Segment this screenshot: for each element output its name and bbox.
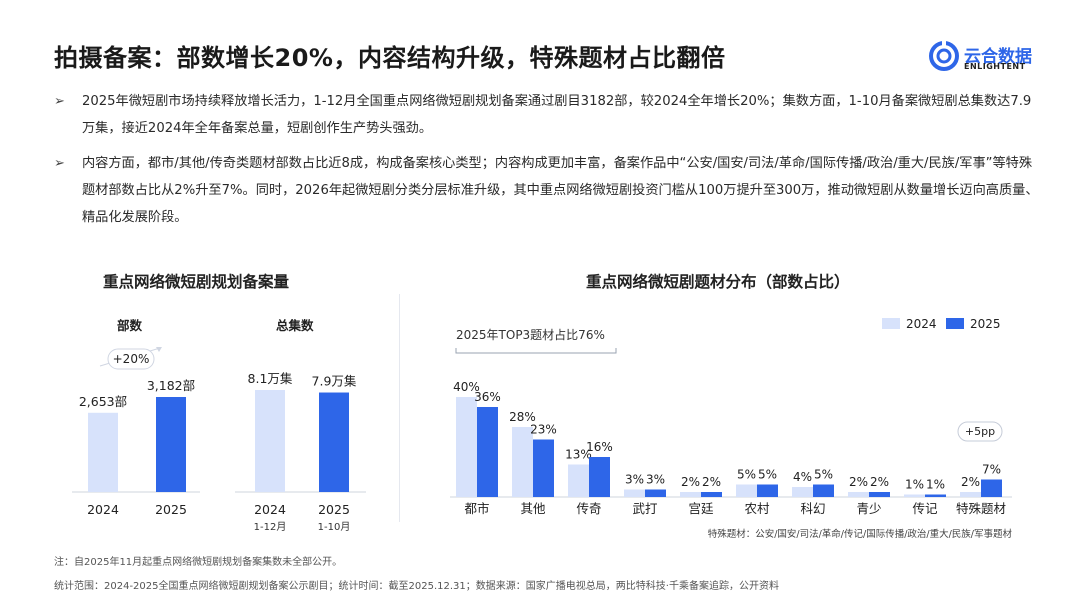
bar-count-2025 — [156, 397, 186, 492]
tick-label: 特殊题材 — [956, 501, 1006, 516]
data-label: 1% — [926, 478, 945, 492]
bar-青少-2024 — [848, 492, 869, 497]
bullet-arrow-icon: ➢ — [54, 94, 65, 109]
bar-episodes-2025 — [319, 392, 349, 492]
tick-label: 青少 — [856, 501, 881, 516]
logo: 云合数据 ENLIGHTENT — [928, 40, 1048, 76]
tick-label: 科幻 — [800, 501, 825, 516]
special-note: 特殊题材：公安/国安/司法/革命/传记/国际传播/政治/重大/民族/军事题材 — [708, 528, 1013, 540]
bar-都市-2024 — [456, 397, 477, 497]
data-label: 2% — [702, 475, 721, 489]
data-label: 40% — [453, 380, 480, 394]
tick-label: 都市 — [464, 501, 489, 516]
data-label: 8.1万集 — [248, 371, 293, 386]
bar-传记-2024 — [904, 494, 925, 497]
data-label: 23% — [530, 423, 557, 437]
data-label: 2% — [870, 475, 889, 489]
bullet-arrow-icon: ➢ — [54, 156, 65, 171]
tick-label: 2025 — [155, 502, 187, 517]
data-label: 4% — [793, 470, 812, 484]
bar-农村-2025 — [757, 484, 778, 497]
bar-都市-2025 — [477, 407, 498, 497]
bar-传记-2025 — [925, 494, 946, 497]
tick-sublabel: 1-12月 — [254, 521, 287, 533]
bullet-text: 2025年微短剧市场持续释放增长活力，1-12月全国重点网络微短剧规划备案通过剧… — [82, 94, 1032, 136]
tick-label: 传记 — [912, 501, 938, 516]
legend-label-2025: 2025 — [970, 317, 1001, 331]
legend-label-2024: 2024 — [906, 317, 937, 331]
source-note: 统计范围：2024-2025全国重点网络微短剧规划备案公示剧目；统计时间：截至2… — [54, 581, 779, 592]
bar-武打-2024 — [624, 489, 645, 497]
data-label: 1% — [905, 478, 924, 492]
data-label: 3% — [625, 473, 644, 487]
bar-特殊题材-2024 — [960, 492, 981, 497]
bullet-1: ➢ 2025年微短剧市场持续释放增长活力，1-12月全国重点网络微短剧规划备案通… — [54, 88, 1044, 142]
bar-宫廷-2025 — [701, 492, 722, 497]
bar-其他-2025 — [533, 439, 554, 497]
data-label: 16% — [586, 440, 613, 454]
tick-label: 传奇 — [576, 501, 601, 516]
sub-title-episodes: 总集数 — [276, 318, 314, 333]
left-chart-title: 重点网络微短剧规划备案量 — [103, 273, 290, 291]
top3-bracket — [455, 348, 617, 354]
tick-label: 农村 — [744, 501, 770, 516]
tick-label: 2025 — [318, 502, 350, 517]
data-label: 7.9万集 — [312, 374, 357, 389]
bar-宫廷-2024 — [680, 492, 701, 497]
logo-subtext: ENLIGHTENT — [964, 62, 1026, 71]
bar-科幻-2025 — [813, 484, 834, 497]
tick-label: 武打 — [632, 501, 657, 516]
growth-label: +20% — [113, 352, 150, 366]
bar-特殊题材-2025 — [981, 479, 1002, 497]
bar-其他-2024 — [512, 427, 533, 497]
bullet-text: 内容方面，都市/其他/传奇类题材部数占比近8成，构成备案核心类型；内容构成更加丰… — [82, 156, 1039, 225]
data-label: 13% — [565, 448, 592, 462]
panel-divider — [399, 294, 400, 522]
bar-武打-2025 — [645, 489, 666, 497]
pp-pill — [957, 421, 1003, 442]
top3-label: 2025年TOP3题材占比76% — [456, 327, 605, 342]
growth-pill — [107, 348, 155, 370]
sub-title-count: 部数 — [117, 318, 143, 333]
data-label: 2,653部 — [79, 394, 127, 409]
data-label: 2% — [961, 475, 980, 489]
bar-episodes-2024 — [255, 390, 285, 492]
data-label: 36% — [474, 390, 501, 404]
bullet-2: ➢ 内容方面，都市/其他/传奇类题材部数占比近8成，构成备案核心类型；内容构成更… — [54, 150, 1044, 231]
bar-青少-2025 — [869, 492, 890, 497]
data-label: 5% — [814, 468, 833, 482]
tick-label: 2024 — [87, 502, 119, 517]
logo-icon — [929, 40, 959, 71]
footnote: 注：自2025年11月起重点网络微短剧规划备案集数未全部公开。 — [54, 557, 343, 568]
bar-传奇-2024 — [568, 464, 589, 497]
data-label: 3% — [646, 473, 665, 487]
data-label: 2% — [681, 475, 700, 489]
data-label: 7% — [982, 463, 1001, 477]
logo-text: 云合数据 — [964, 47, 1032, 67]
bar-农村-2024 — [736, 484, 757, 497]
page-title: 拍摄备案：部数增长20%，内容结构升级，特殊题材占比翻倍 — [54, 44, 726, 72]
data-label: 28% — [509, 410, 536, 424]
left-charts-svg: +20% 2,653部 2024 3,182部 2025 8.1万集 2024 1-12月… — [72, 347, 366, 533]
tick-label: 其他 — [520, 501, 546, 516]
tick-label: 宫廷 — [688, 501, 714, 516]
right-chart-svg: 2024 2025 2025年TOP3题材占比76% +5pp 40%36% 都市… — [450, 317, 1013, 540]
bar-科幻-2024 — [792, 487, 813, 497]
legend-swatch-2025 — [946, 318, 964, 329]
data-label: 2% — [849, 475, 868, 489]
legend-swatch-2024 — [882, 318, 900, 329]
data-label: 3,182部 — [147, 378, 195, 393]
bar-count-2024 — [88, 412, 118, 492]
data-label: 5% — [737, 468, 756, 482]
pp-label: +5pp — [965, 425, 995, 438]
bar-传奇-2025 — [589, 457, 610, 497]
tick-sublabel: 1-10月 — [318, 521, 351, 533]
data-label: 5% — [758, 468, 777, 482]
tick-label: 2024 — [254, 502, 286, 517]
right-chart-title: 重点网络微短剧题材分布（部数占比） — [586, 273, 850, 291]
